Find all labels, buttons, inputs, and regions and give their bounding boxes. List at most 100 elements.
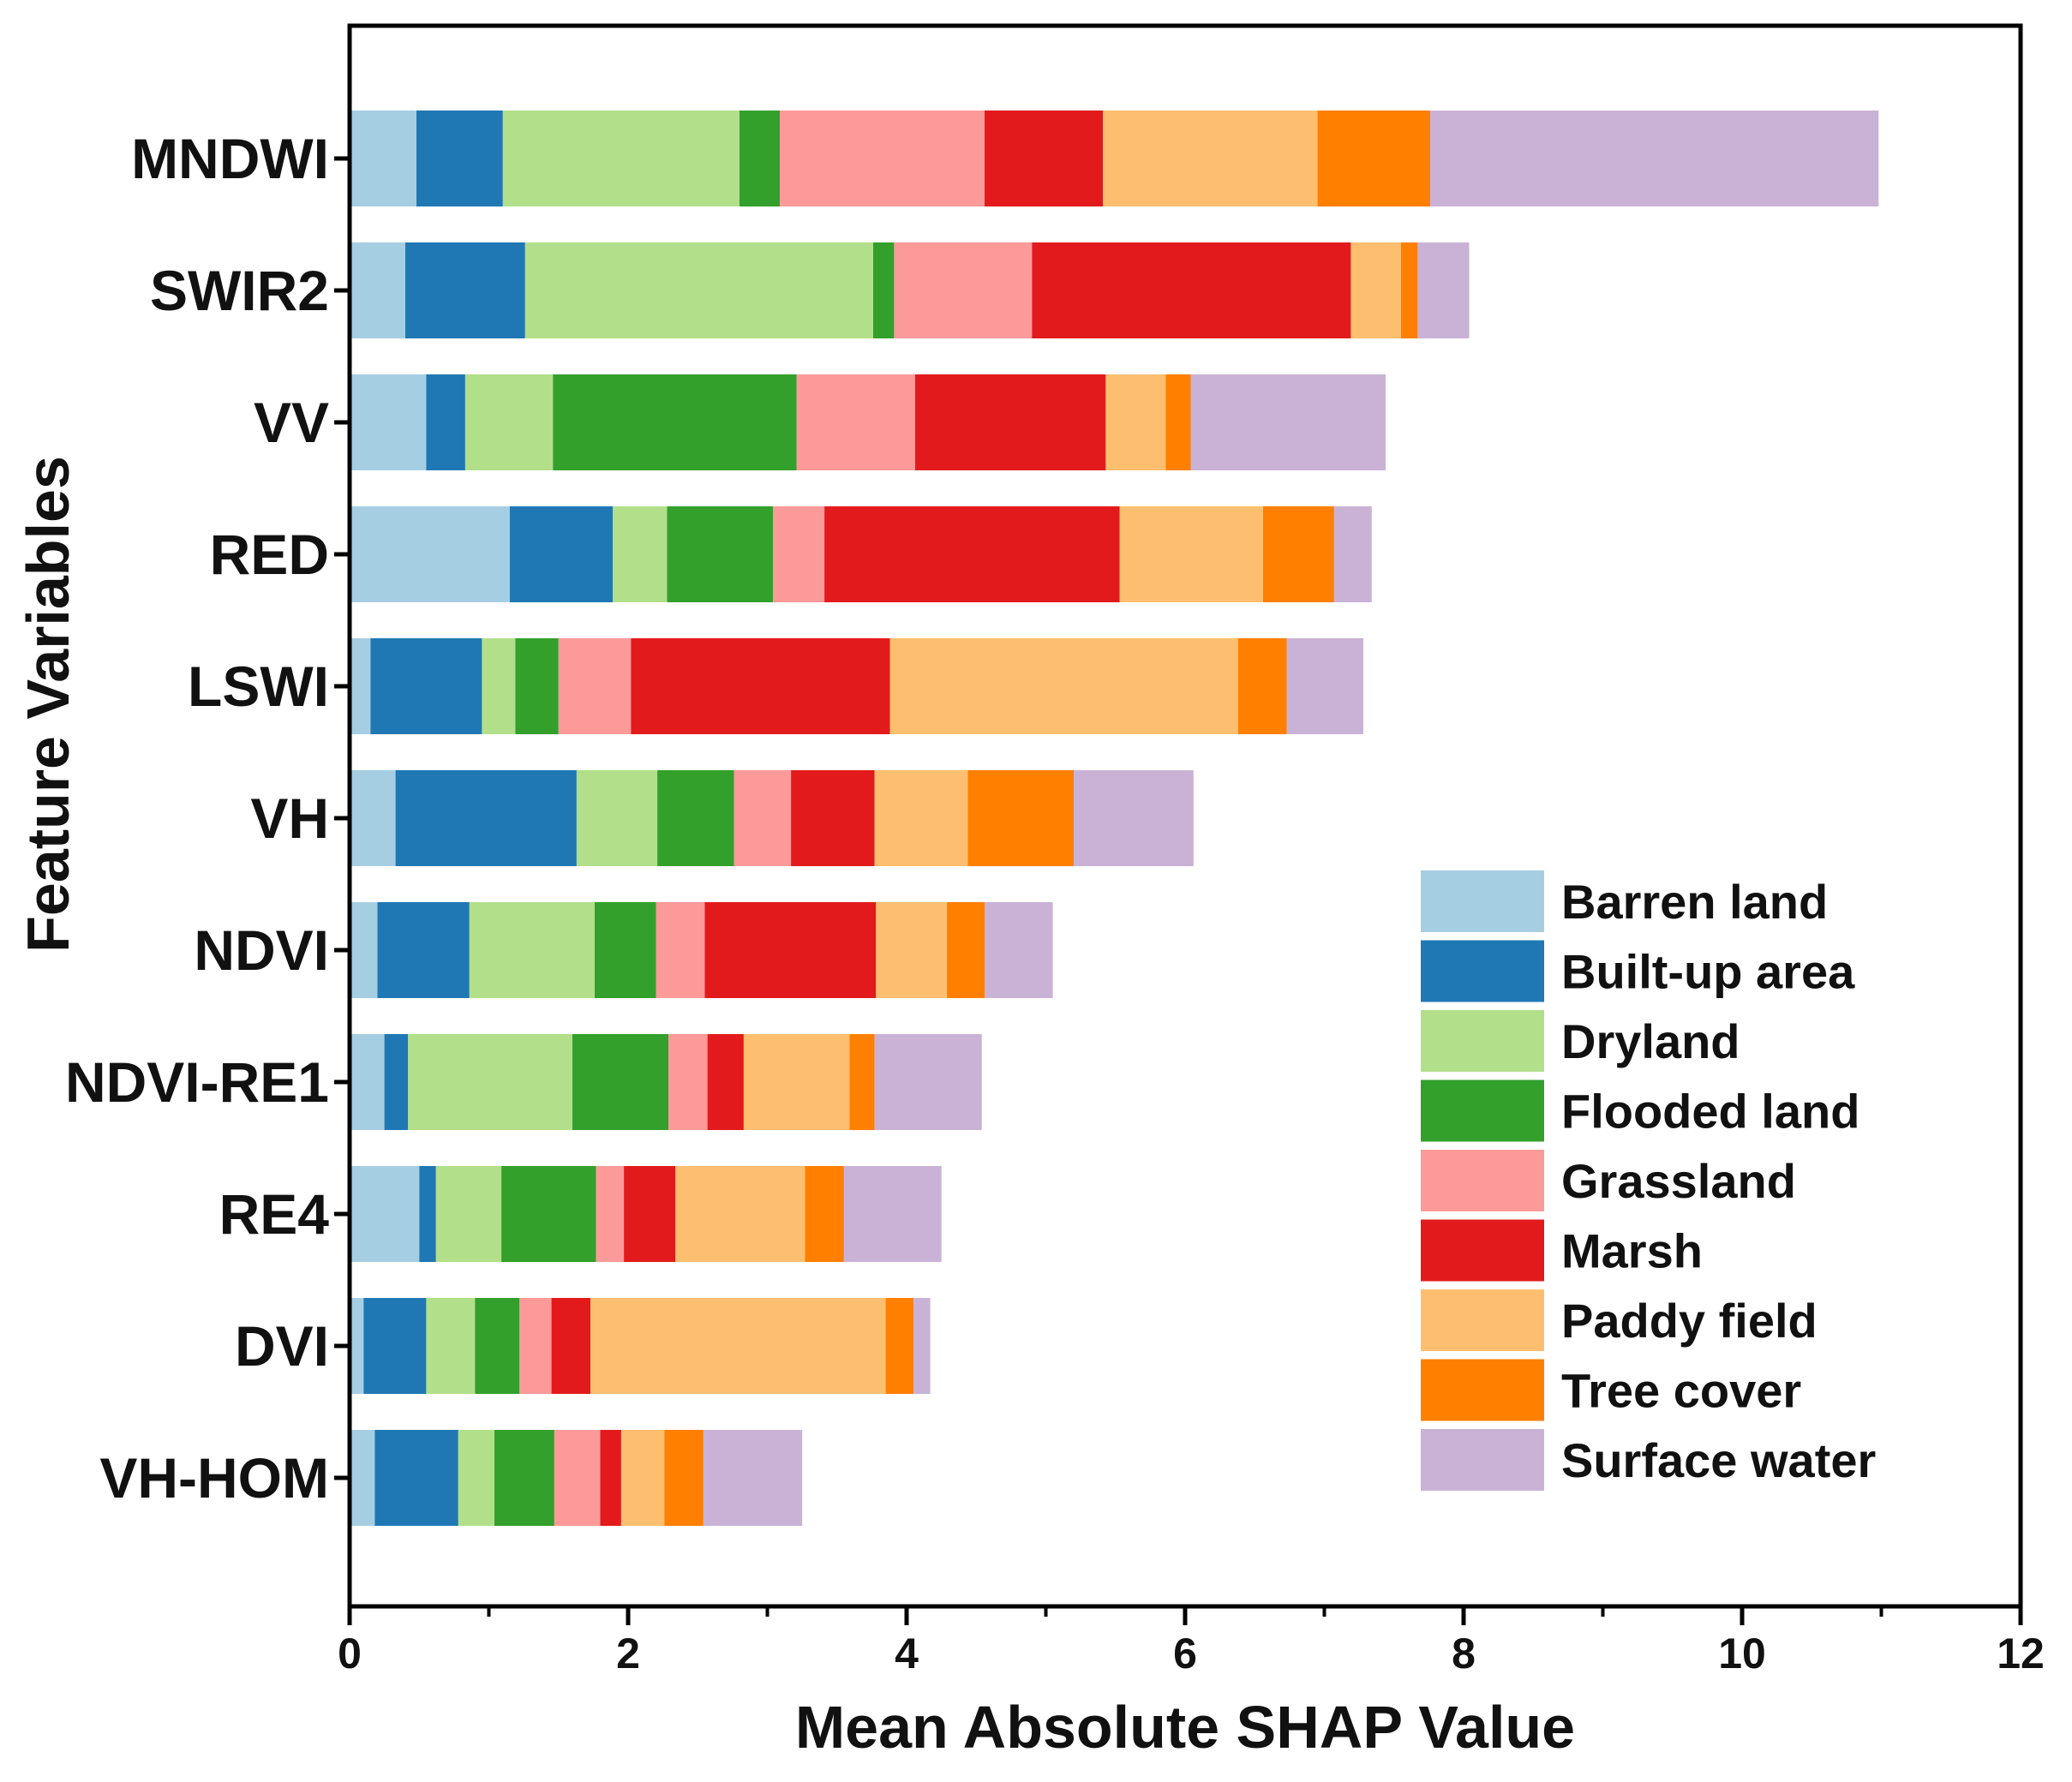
bar-segment [350, 1034, 385, 1130]
bar-segment [675, 1166, 805, 1262]
bar-segment [985, 111, 1104, 206]
legend-swatch [1421, 1289, 1544, 1351]
legend-label: Tree cover [1561, 1364, 1801, 1418]
y-axis: MNDWI SWIR2 VV RED LSWI VH NDVI NDVI-RE1 RE4 DVI V… [65, 127, 350, 1510]
bar-segment [1333, 506, 1372, 602]
legend-swatch [1421, 1359, 1544, 1421]
bar-segment [384, 1034, 409, 1130]
x-tick-label: 12 [1997, 1630, 2045, 1677]
bar-segment [350, 111, 416, 206]
bar-segment [1119, 506, 1263, 602]
bar-segment [458, 1430, 495, 1526]
y-tick-label: VV [254, 391, 329, 454]
x-tick-label: 8 [1452, 1630, 1476, 1677]
bar-segment [656, 902, 705, 998]
bar-segment [350, 1166, 420, 1262]
bar-segment [624, 1166, 676, 1262]
bar-segment [743, 1034, 850, 1130]
y-tick-label: NDVI [194, 918, 329, 982]
legend-label: Flooded land [1561, 1085, 1859, 1139]
bar-segment [894, 242, 1033, 338]
bar-segment [475, 1298, 520, 1394]
bar-segment [502, 111, 740, 206]
legend-swatch [1421, 1429, 1544, 1491]
bar-segment [350, 1298, 364, 1394]
bar-segment [554, 1430, 601, 1526]
y-tick-label: MNDWI [131, 127, 329, 190]
legend-label: Surface water [1561, 1433, 1876, 1487]
bar-segment [780, 111, 985, 206]
y-tick-label: SWIR2 [150, 259, 329, 322]
bar-segment [350, 242, 405, 338]
y-tick-label: RE4 [219, 1182, 330, 1246]
x-tick-label: 4 [895, 1630, 919, 1677]
bar-segment [734, 770, 792, 866]
y-tick-label: DVI [235, 1314, 329, 1378]
legend-swatch [1421, 1010, 1544, 1072]
legend-label: Marsh [1561, 1224, 1703, 1278]
bar-segment [849, 1034, 875, 1130]
bar-segment [874, 770, 968, 866]
bar-segment [707, 1034, 744, 1130]
bar-segment [1286, 638, 1363, 734]
legend: Barren land Built-up area Dryland Flooded l… [1421, 870, 1876, 1491]
bar-segment [370, 638, 482, 734]
bar-segment [515, 638, 559, 734]
bar-segment [363, 1298, 427, 1394]
bar-segment [590, 1298, 886, 1394]
bar-segment [967, 770, 1074, 866]
bar-segment [885, 1298, 914, 1394]
bar-segment [377, 902, 470, 998]
bar-segment [824, 506, 1120, 602]
bar-segment [350, 374, 427, 470]
bar-segment [914, 374, 1106, 470]
bar-segment [657, 770, 734, 866]
bar-segment [889, 638, 1238, 734]
bar-segment [435, 1166, 502, 1262]
bar-segment [509, 506, 614, 602]
legend-label: Barren land [1561, 875, 1828, 929]
bar-segment [405, 242, 525, 338]
bar-segment [620, 1430, 665, 1526]
bar-segment [551, 1298, 591, 1394]
bar-segment [874, 1034, 982, 1130]
bar-segment [464, 374, 554, 470]
bar-segment [419, 1166, 436, 1262]
bar-segment [416, 111, 503, 206]
legend-swatch [1421, 1219, 1544, 1282]
bar-segment [350, 770, 396, 866]
bar-segment [1417, 242, 1470, 338]
legend-swatch [1421, 940, 1544, 1002]
y-tick-label: LSWI [188, 655, 329, 718]
bar-segment [1103, 111, 1318, 206]
bar-segment [426, 374, 465, 470]
bar-segment [572, 1034, 669, 1130]
bar-segment [524, 242, 873, 338]
x-tick-label: 6 [1173, 1630, 1197, 1677]
y-tick-label: NDVI-RE1 [65, 1050, 329, 1114]
bar-segment [805, 1166, 844, 1262]
bar-segment [947, 902, 985, 998]
bar-segment [1430, 111, 1879, 206]
x-axis: 0 2 4 6 8 10 12 [338, 1606, 2045, 1677]
bar-segment [600, 1430, 621, 1526]
bar-segment [985, 902, 1053, 998]
bar-segment [703, 1430, 803, 1526]
bar-segment [913, 1298, 931, 1394]
bar-segment [519, 1298, 552, 1394]
y-tick-label: RED [210, 523, 329, 586]
bar-segment [482, 638, 516, 734]
bar-segment [350, 638, 371, 734]
bar-segment [426, 1298, 476, 1394]
bar-segment [631, 638, 890, 734]
bar-segment [667, 506, 773, 602]
bar-segment [553, 374, 797, 470]
bar-segment [595, 902, 656, 998]
bar-segment [596, 1166, 625, 1262]
bar-segment [876, 902, 948, 998]
legend-label: Grassland [1561, 1154, 1796, 1208]
y-tick-label: VH [250, 786, 329, 850]
bar-segment [408, 1034, 573, 1130]
